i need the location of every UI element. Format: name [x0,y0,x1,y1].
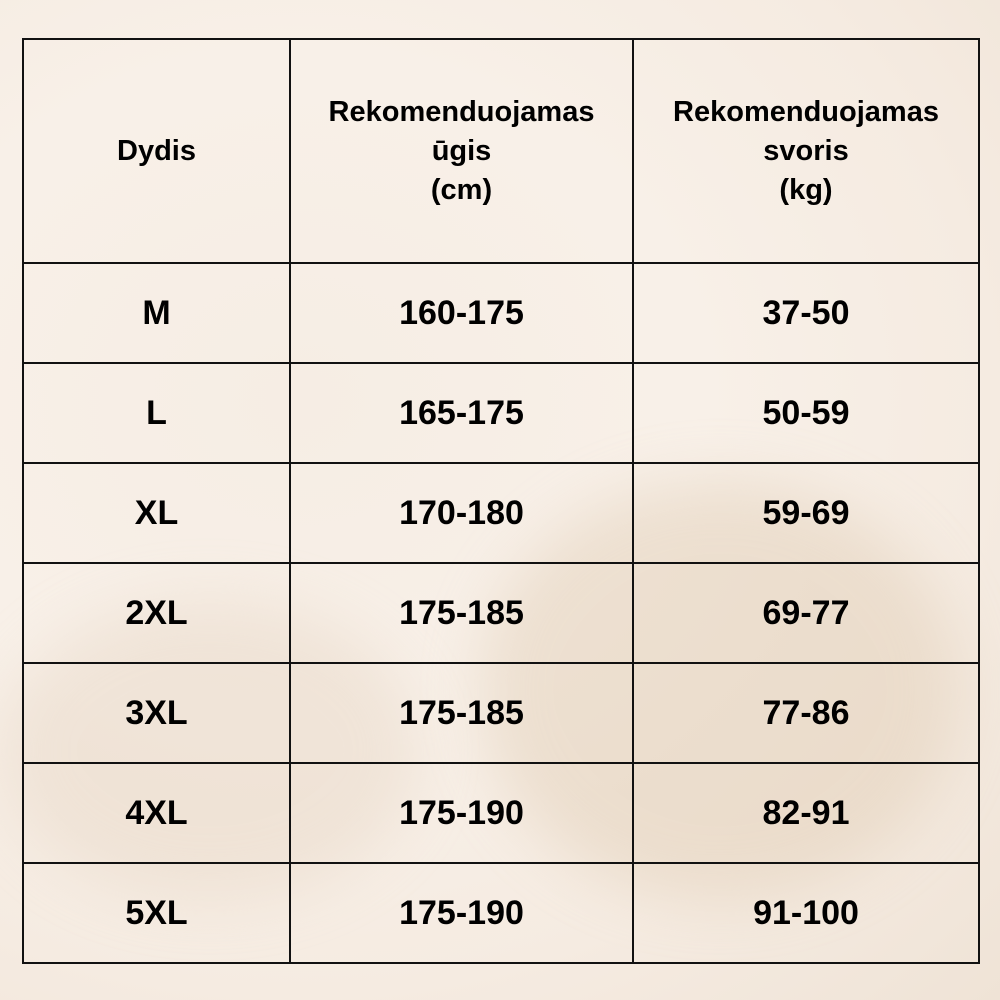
header-line: svoris [763,134,849,167]
header-row: Dydis Rekomenduojamas ūgis (cm) Rekomend… [22,38,980,264]
table-row: L 165-175 50-59 [22,362,980,464]
header-line: Rekomenduojamas [328,95,595,128]
size-cell: 2XL [22,562,291,664]
height-cell: 160-175 [289,262,634,364]
weight-cell: 50-59 [632,362,980,464]
header-size: Dydis [22,38,291,264]
table-row: 4XL 175-190 82-91 [22,762,980,864]
header-line: ūgis [431,134,492,167]
height-cell: 175-190 [289,862,634,964]
table-row: XL 170-180 59-69 [22,462,980,564]
weight-cell: 91-100 [632,862,980,964]
weight-cell: 82-91 [632,762,980,864]
size-cell: L [22,362,291,464]
table-row: 5XL 175-190 91-100 [22,862,980,964]
weight-cell: 77-86 [632,662,980,764]
table-row: 3XL 175-185 77-86 [22,662,980,764]
header-line: Dydis [117,134,196,167]
header-weight: Rekomenduojamas svoris (kg) [632,38,980,264]
header-line: Rekomenduojamas [673,95,939,128]
size-cell: M [22,262,291,364]
size-cell: 3XL [22,662,291,764]
header-line: (kg) [779,173,833,206]
height-cell: 175-185 [289,562,634,664]
header-height: Rekomenduojamas ūgis (cm) [289,38,634,264]
height-cell: 175-190 [289,762,634,864]
height-cell: 170-180 [289,462,634,564]
size-cell: 4XL [22,762,291,864]
weight-cell: 59-69 [632,462,980,564]
weight-cell: 69-77 [632,562,980,664]
table-row: 2XL 175-185 69-77 [22,562,980,664]
size-chart-table: Dydis Rekomenduojamas ūgis (cm) Rekomend… [22,38,980,964]
header-line: (cm) [430,173,493,206]
size-cell: XL [22,462,291,564]
weight-cell: 37-50 [632,262,980,364]
table-row: M 160-175 37-50 [22,262,980,364]
size-cell: 5XL [22,862,291,964]
height-cell: 165-175 [289,362,634,464]
height-cell: 175-185 [289,662,634,764]
